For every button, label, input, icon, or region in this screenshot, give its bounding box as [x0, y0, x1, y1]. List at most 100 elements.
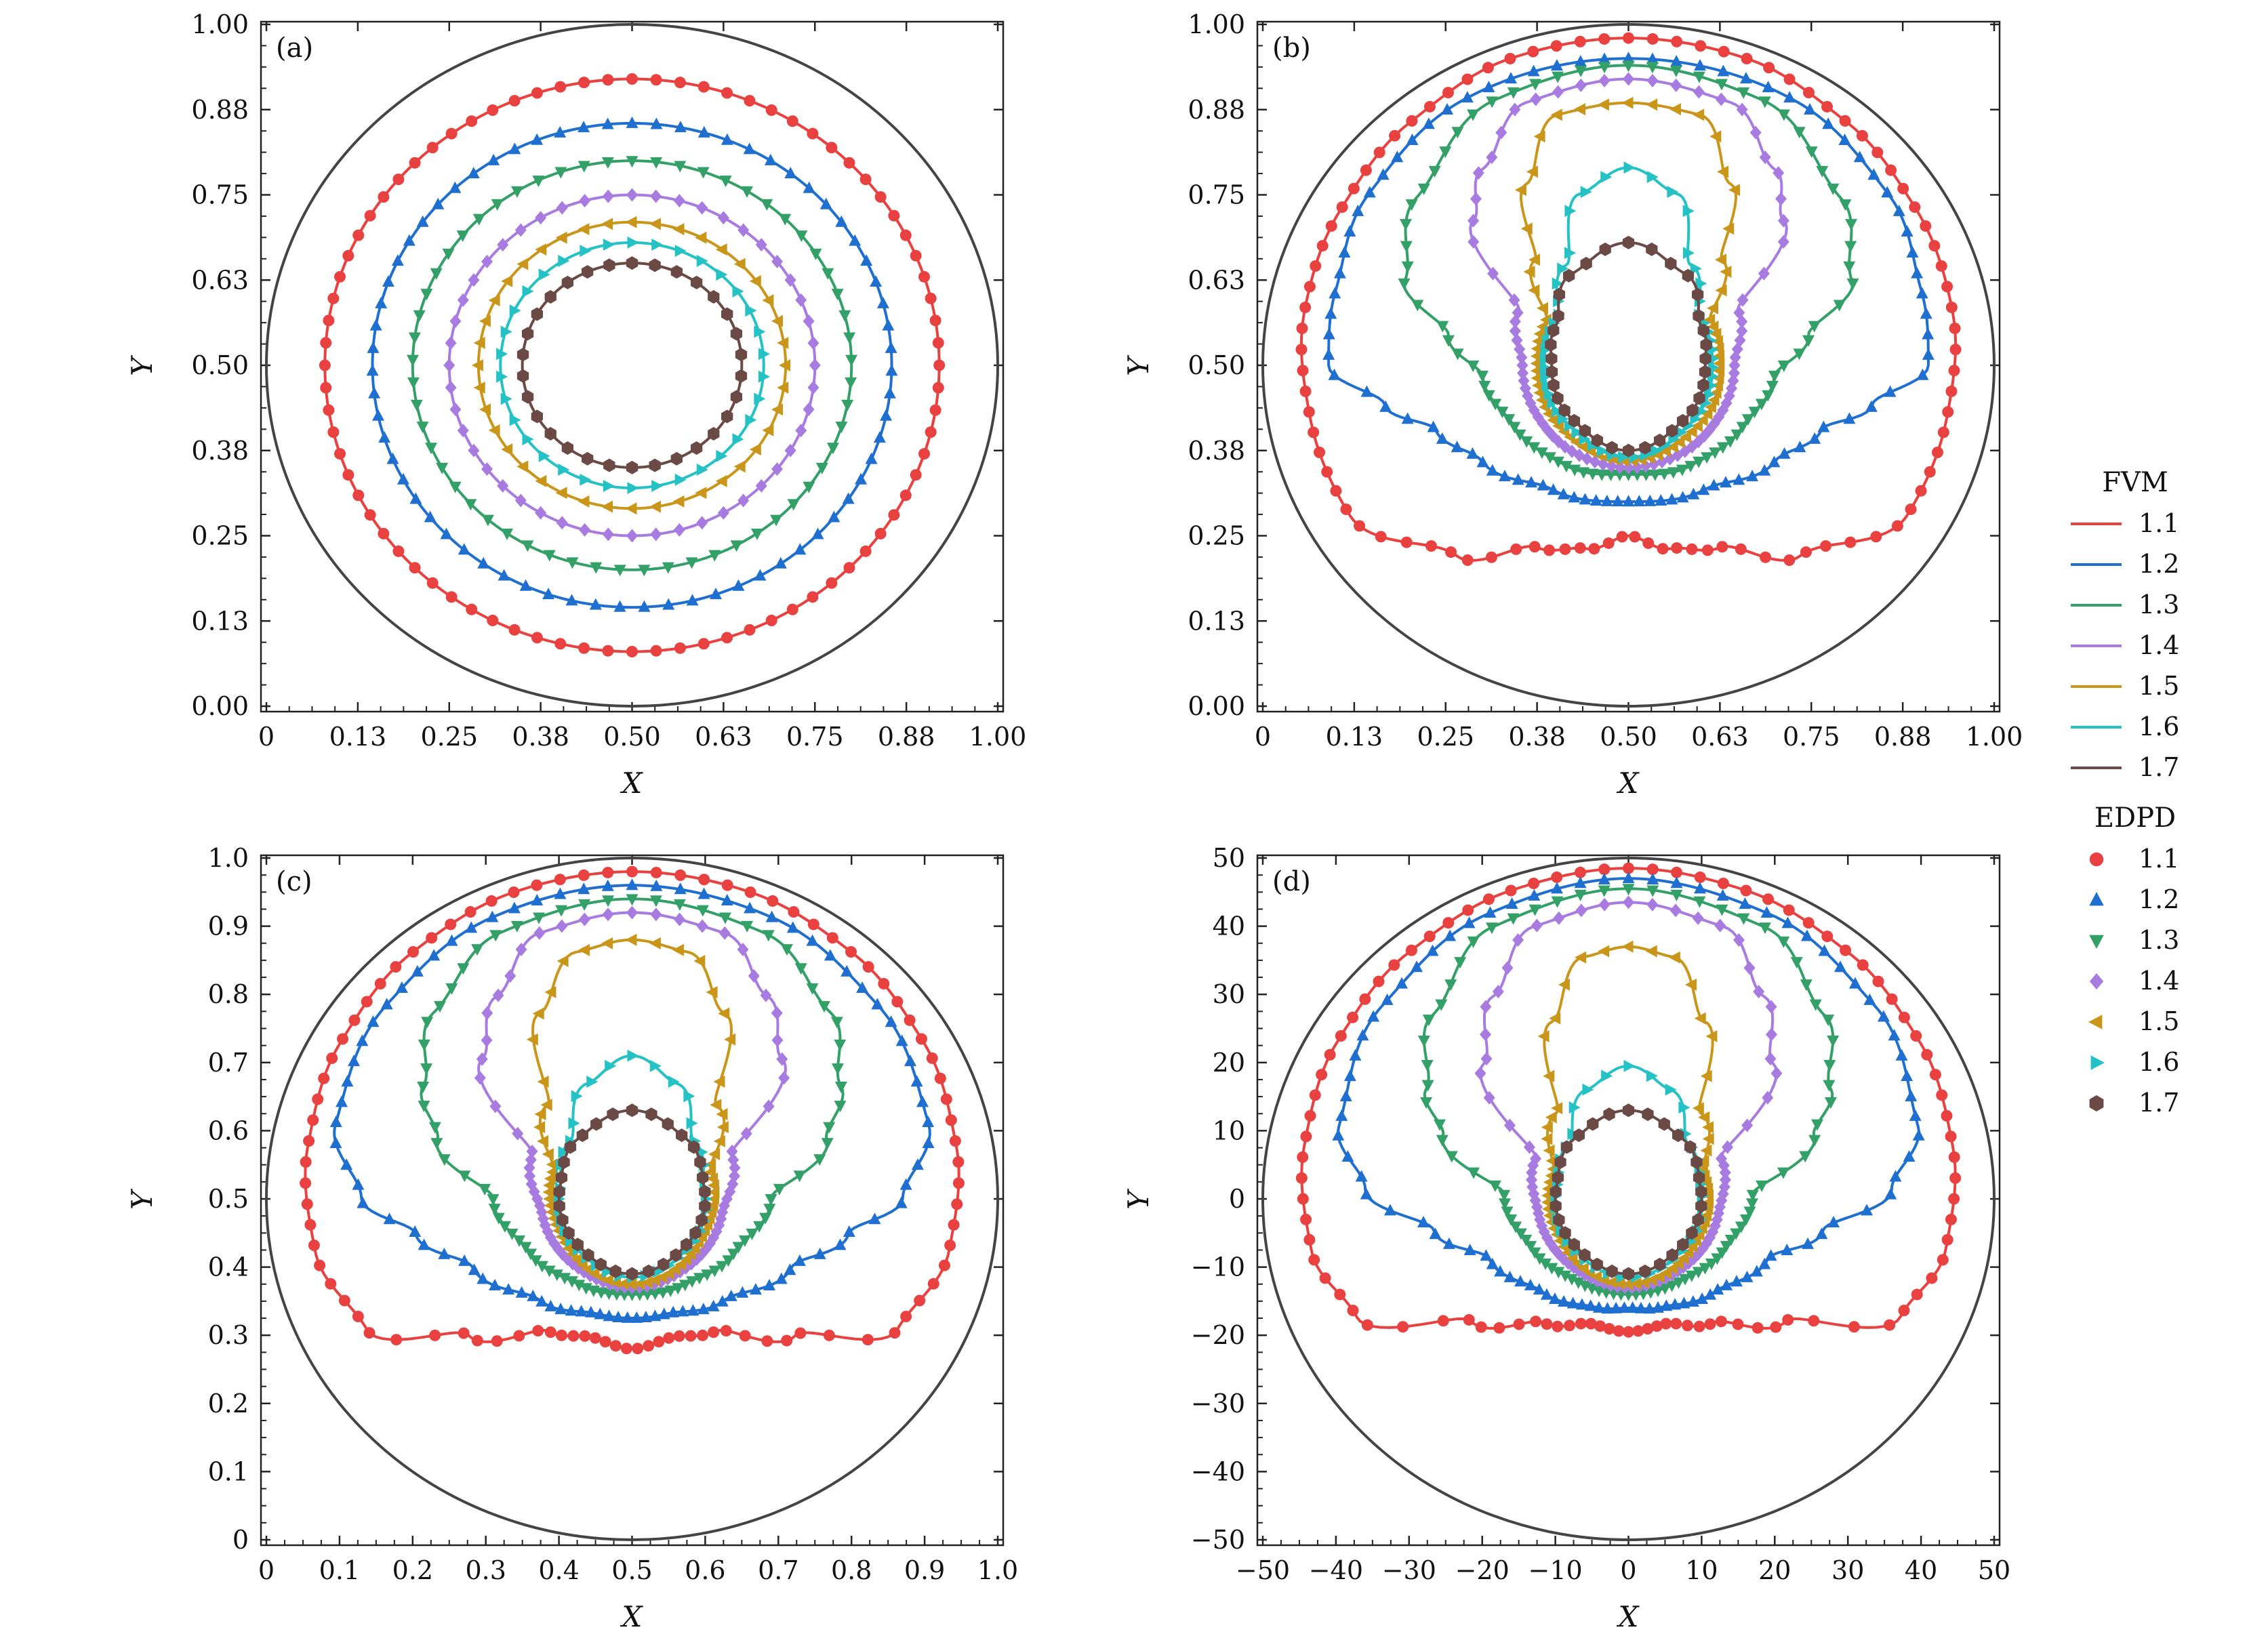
edpd-marker	[1646, 73, 1659, 87]
edpd-marker	[348, 1055, 361, 1067]
legend-marker-1.4	[2089, 973, 2104, 989]
edpd-marker	[1777, 234, 1789, 249]
edpd-marker	[1552, 277, 1564, 290]
edpd-marker	[1577, 467, 1590, 479]
edpd-marker	[758, 348, 770, 361]
edpd-marker	[543, 550, 556, 562]
edpd-marker	[1843, 261, 1856, 273]
edpd-marker	[1898, 1305, 1910, 1317]
edpd-marker	[1653, 433, 1666, 447]
edpd-marker	[862, 961, 874, 973]
edpd-marker	[1316, 240, 1329, 252]
edpd-marker	[1905, 503, 1917, 515]
edpd-marker	[544, 1299, 557, 1311]
edpd-marker	[1343, 1069, 1356, 1082]
edpd-marker	[1760, 551, 1772, 563]
edpd-marker	[933, 359, 946, 371]
edpd-marker	[732, 433, 744, 446]
edpd-marker	[1580, 256, 1592, 270]
edpd-marker	[1705, 1030, 1718, 1043]
edpd-marker	[1777, 213, 1789, 228]
edpd-marker	[1945, 1213, 1957, 1225]
edpd-marker	[716, 1294, 729, 1307]
legend-marker-1.6	[2090, 1055, 2105, 1070]
edpd-marker	[464, 499, 477, 511]
edpd-marker	[1730, 429, 1743, 441]
edpd-marker	[1623, 32, 1634, 44]
edpd-marker	[1709, 130, 1722, 143]
y-tick-label: 40	[1213, 912, 1245, 941]
edpd-marker	[1696, 413, 1708, 426]
edpd-marker	[456, 230, 469, 243]
edpd-marker	[553, 1185, 565, 1199]
edpd-marker	[1437, 1315, 1449, 1327]
edpd-marker	[1646, 98, 1658, 111]
edpd-marker	[1758, 464, 1771, 476]
edpd-marker	[409, 562, 421, 574]
series-1.4	[443, 188, 821, 543]
edpd-marker	[603, 1309, 615, 1322]
edpd-marker	[1715, 79, 1728, 91]
series-1.3	[417, 894, 847, 1301]
edpd-marker	[554, 125, 567, 138]
edpd-marker	[1948, 1193, 1960, 1205]
edpd-marker	[1682, 1320, 1694, 1332]
edpd-marker	[471, 1334, 483, 1347]
edpd-marker	[595, 1287, 608, 1299]
edpd-marker	[696, 1170, 709, 1185]
edpd-marker	[468, 1263, 481, 1275]
edpd-marker	[514, 223, 527, 237]
edpd-marker	[1295, 344, 1308, 356]
edpd-marker	[721, 409, 733, 424]
edpd-marker	[487, 104, 499, 117]
edpd-marker	[580, 473, 592, 486]
edpd-marker	[1693, 85, 1705, 99]
edpd-marker	[1339, 1090, 1352, 1102]
edpd-marker	[418, 1039, 430, 1051]
edpd-marker	[1935, 260, 1947, 272]
edpd-marker	[1701, 452, 1714, 464]
edpd-marker	[657, 1307, 670, 1320]
edpd-marker	[1821, 100, 1834, 113]
edpd-marker	[1690, 1155, 1703, 1169]
edpd-marker	[1846, 278, 1859, 290]
edpd-marker	[558, 1155, 570, 1169]
edpd-marker	[481, 462, 493, 476]
edpd-marker	[736, 1286, 749, 1298]
edpd-marker	[649, 458, 661, 472]
edpd-marker	[1949, 344, 1962, 356]
edpd-marker	[1736, 422, 1749, 434]
edpd-marker	[1597, 98, 1609, 111]
series-1.2	[329, 878, 935, 1323]
edpd-marker	[554, 167, 567, 179]
edpd-marker	[727, 1248, 740, 1261]
edpd-marker	[1542, 407, 1554, 420]
series-1.2	[366, 116, 898, 612]
edpd-marker	[940, 1093, 952, 1105]
edpd-marker	[673, 1330, 685, 1342]
edpd-marker	[1659, 445, 1671, 457]
edpd-marker	[1901, 224, 1913, 237]
edpd-marker	[340, 1158, 353, 1170]
edpd-marker	[779, 213, 792, 226]
edpd-marker	[1618, 451, 1630, 464]
x-tick-label: 0.3	[465, 1555, 506, 1585]
edpd-marker	[1314, 446, 1326, 458]
edpd-marker	[1585, 1318, 1597, 1330]
edpd-marker	[1659, 1267, 1672, 1280]
edpd-marker	[1463, 916, 1476, 928]
edpd-marker	[579, 194, 591, 208]
edpd-marker	[674, 121, 687, 133]
edpd-marker	[765, 104, 777, 117]
edpd-marker	[670, 451, 683, 466]
edpd-marker	[1476, 455, 1489, 468]
edpd-marker	[1648, 469, 1661, 481]
edpd-marker	[793, 1170, 806, 1183]
edpd-marker	[323, 404, 335, 416]
edpd-marker	[843, 1225, 855, 1237]
fvm-line-1.1	[1300, 867, 1957, 1334]
edpd-marker	[696, 905, 709, 917]
edpd-marker	[1622, 469, 1635, 481]
edpd-marker	[697, 125, 710, 138]
edpd-marker	[1669, 103, 1681, 116]
